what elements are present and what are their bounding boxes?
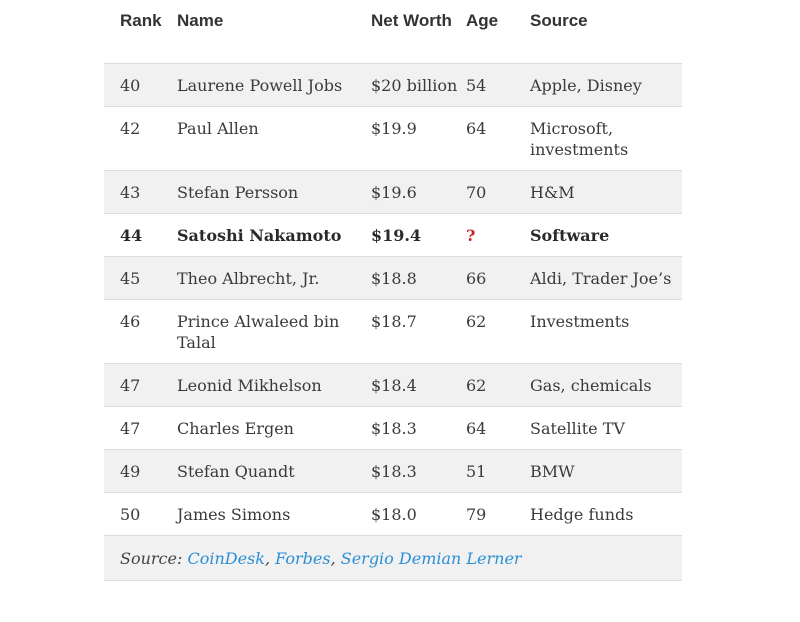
cell-name: Leonid Mikhelson bbox=[177, 363, 371, 407]
cell-age: ? bbox=[466, 213, 530, 257]
cell-source: Microsoft, investments bbox=[530, 106, 682, 171]
cell-rank: 46 bbox=[104, 299, 177, 364]
source-link-sergio-demian-lerner[interactable]: Sergio Demian Lerner bbox=[340, 548, 522, 568]
source-cell: Source: CoinDesk, Forbes, Sergio Demian … bbox=[104, 535, 682, 581]
cell-net-worth: $19.4 bbox=[371, 213, 466, 257]
cell-age: 64 bbox=[466, 406, 530, 450]
table-row: 47 Leonid Mikhelson $18.4 62 Gas, chemic… bbox=[104, 363, 682, 407]
table-row: 42 Paul Allen $19.9 64 Microsoft, invest… bbox=[104, 106, 682, 171]
table-row: 40 Laurene Powell Jobs $20 billion 54 Ap… bbox=[104, 63, 682, 107]
cell-name: Prince Alwaleed bin Talal bbox=[177, 299, 371, 364]
cell-net-worth: $18.0 bbox=[371, 492, 466, 536]
cell-source: BMW bbox=[530, 449, 682, 493]
cell-net-worth: $18.8 bbox=[371, 256, 466, 300]
cell-source: Gas, chemicals bbox=[530, 363, 682, 407]
header-age: Age bbox=[466, 0, 530, 64]
cell-rank: 42 bbox=[104, 106, 177, 171]
cell-age: 62 bbox=[466, 299, 530, 364]
cell-net-worth: $18.4 bbox=[371, 363, 466, 407]
cell-rank: 50 bbox=[104, 492, 177, 536]
table-row: 49 Stefan Quandt $18.3 51 BMW bbox=[104, 449, 682, 493]
unknown-age-mark: ? bbox=[466, 225, 476, 245]
table-header: Rank Name Net Worth Age Source bbox=[104, 0, 682, 64]
cell-age: 70 bbox=[466, 170, 530, 214]
cell-net-worth: $18.7 bbox=[371, 299, 466, 364]
cell-source: Aldi, Trader Joe’s bbox=[530, 256, 682, 300]
cell-name: Theo Albrecht, Jr. bbox=[177, 256, 371, 300]
cell-net-worth: $19.6 bbox=[371, 170, 466, 214]
cell-source: Investments bbox=[530, 299, 682, 364]
table-row: 43 Stefan Persson $19.6 70 H&M bbox=[104, 170, 682, 214]
table-body: 40 Laurene Powell Jobs $20 billion 54 Ap… bbox=[104, 63, 682, 581]
cell-name: Satoshi Nakamoto bbox=[177, 213, 371, 257]
cell-age: 51 bbox=[466, 449, 530, 493]
cell-source: Apple, Disney bbox=[530, 63, 682, 107]
header-name: Name bbox=[177, 0, 371, 64]
header-net-worth: Net Worth bbox=[371, 0, 466, 64]
source-row: Source: CoinDesk, Forbes, Sergio Demian … bbox=[104, 535, 682, 581]
cell-age: 64 bbox=[466, 106, 530, 171]
cell-rank: 45 bbox=[104, 256, 177, 300]
cell-name: Stefan Persson bbox=[177, 170, 371, 214]
cell-rank: 47 bbox=[104, 363, 177, 407]
cell-source: H&M bbox=[530, 170, 682, 214]
header-row: Rank Name Net Worth Age Source bbox=[104, 0, 682, 64]
cell-age: 62 bbox=[466, 363, 530, 407]
ranking-table-container: Rank Name Net Worth Age Source 40 Lauren… bbox=[104, 0, 682, 581]
source-separator: , bbox=[330, 548, 341, 568]
cell-net-worth: $18.3 bbox=[371, 449, 466, 493]
source-label: Source: bbox=[120, 548, 188, 568]
source-separator: , bbox=[264, 548, 276, 568]
cell-rank: 47 bbox=[104, 406, 177, 450]
cell-net-worth: $20 billion bbox=[371, 63, 466, 107]
cell-name: Stefan Quandt bbox=[177, 449, 371, 493]
table-row-highlighted: 44 Satoshi Nakamoto $19.4 ? Software bbox=[104, 213, 682, 257]
cell-name: Laurene Powell Jobs bbox=[177, 63, 371, 107]
cell-age: 79 bbox=[466, 492, 530, 536]
cell-net-worth: $18.3 bbox=[371, 406, 466, 450]
cell-source: Satellite TV bbox=[530, 406, 682, 450]
header-rank: Rank bbox=[104, 0, 177, 64]
cell-age: 66 bbox=[466, 256, 530, 300]
billionaires-table: Rank Name Net Worth Age Source 40 Lauren… bbox=[104, 0, 682, 581]
table-row: 45 Theo Albrecht, Jr. $18.8 66 Aldi, Tra… bbox=[104, 256, 682, 300]
cell-rank: 40 bbox=[104, 63, 177, 107]
cell-name: Charles Ergen bbox=[177, 406, 371, 450]
source-link-coindesk[interactable]: CoinDesk bbox=[187, 548, 265, 568]
cell-net-worth: $19.9 bbox=[371, 106, 466, 171]
cell-rank: 49 bbox=[104, 449, 177, 493]
cell-name: James Simons bbox=[177, 492, 371, 536]
table-row: 50 James Simons $18.0 79 Hedge funds bbox=[104, 492, 682, 536]
cell-rank: 44 bbox=[104, 213, 177, 257]
cell-name: Paul Allen bbox=[177, 106, 371, 171]
cell-rank: 43 bbox=[104, 170, 177, 214]
table-row: 47 Charles Ergen $18.3 64 Satellite TV bbox=[104, 406, 682, 450]
cell-source: Software bbox=[530, 213, 682, 257]
header-source: Source bbox=[530, 0, 682, 64]
source-link-forbes[interactable]: Forbes bbox=[275, 548, 331, 568]
table-row: 46 Prince Alwaleed bin Talal $18.7 62 In… bbox=[104, 299, 682, 364]
cell-age: 54 bbox=[466, 63, 530, 107]
cell-source: Hedge funds bbox=[530, 492, 682, 536]
